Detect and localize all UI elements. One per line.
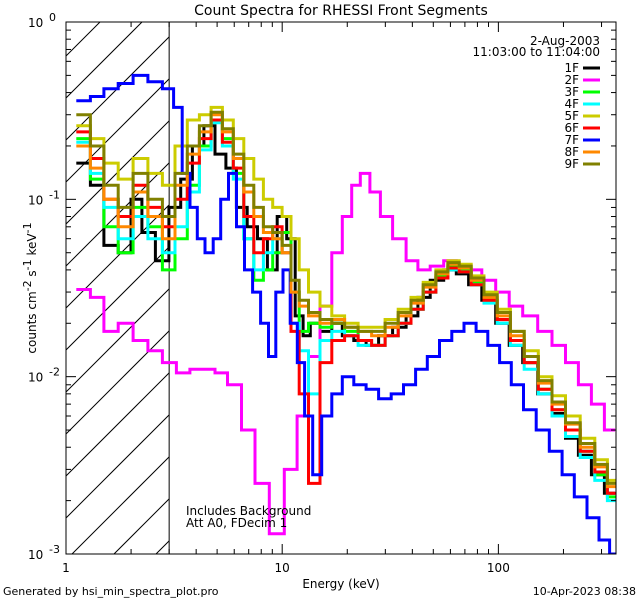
- legend-label-1F: 1F: [564, 61, 579, 75]
- hatch-line: [65, 21, 143, 99]
- observation-time-range: 11:03:00 to 11:04:00: [473, 45, 600, 59]
- hatch-line: [155, 540, 170, 555]
- chart-title: Count Spectra for RHESSI Front Segments: [194, 3, 488, 19]
- series-9F: [76, 110, 616, 485]
- footer-timestamp: 10-Apr-2023 08:38: [533, 585, 636, 598]
- x-tick-label: 10: [275, 561, 290, 575]
- annotation-attenuator: Att A0, FDecim 1: [186, 516, 287, 530]
- legend-label-8F: 8F: [564, 145, 579, 159]
- x-tick-label: 100: [487, 561, 510, 575]
- series-4F: [76, 121, 616, 503]
- plot-frame: [65, 21, 617, 555]
- hatch-line: [113, 498, 170, 555]
- x-axis-label: Energy (keV): [302, 577, 379, 591]
- legend-label-2F: 2F: [564, 73, 579, 87]
- hatch-line: [65, 414, 170, 519]
- hatch-line: [65, 288, 170, 393]
- series-1F: [76, 124, 616, 495]
- hatch-line: [65, 330, 170, 435]
- legend-label-6F: 6F: [564, 121, 579, 135]
- series-2F: [76, 171, 616, 536]
- y-tick-label: 10 -2: [28, 366, 60, 385]
- hatch-line: [65, 372, 170, 477]
- legend-label-4F: 4F: [564, 97, 579, 111]
- series-6F: [76, 118, 616, 495]
- hatch-line: [65, 21, 101, 57]
- footer-generated-by: Generated by hsi_min_spectra_plot.pro: [3, 585, 219, 598]
- legend-label-9F: 9F: [564, 157, 579, 171]
- annotation-background: Includes Background: [186, 504, 311, 518]
- legend-label-7F: 7F: [564, 133, 579, 147]
- hatch-line: [65, 78, 170, 183]
- hatch-line: [71, 456, 170, 555]
- hatch-line: [65, 246, 170, 351]
- y-tick-label: 10 -3: [28, 543, 60, 562]
- y-tick-label: 10 -1: [28, 188, 60, 207]
- x-tick-label: 1: [62, 561, 70, 575]
- y-axis-label: counts cm-2 s-1 keV-1: [21, 222, 39, 353]
- y-tick-label: 10 0: [28, 11, 56, 30]
- legend-label-3F: 3F: [564, 85, 579, 99]
- series-3F: [76, 118, 616, 499]
- observation-date: 2-Aug-2003: [530, 34, 600, 48]
- legend-label-5F: 5F: [564, 109, 579, 123]
